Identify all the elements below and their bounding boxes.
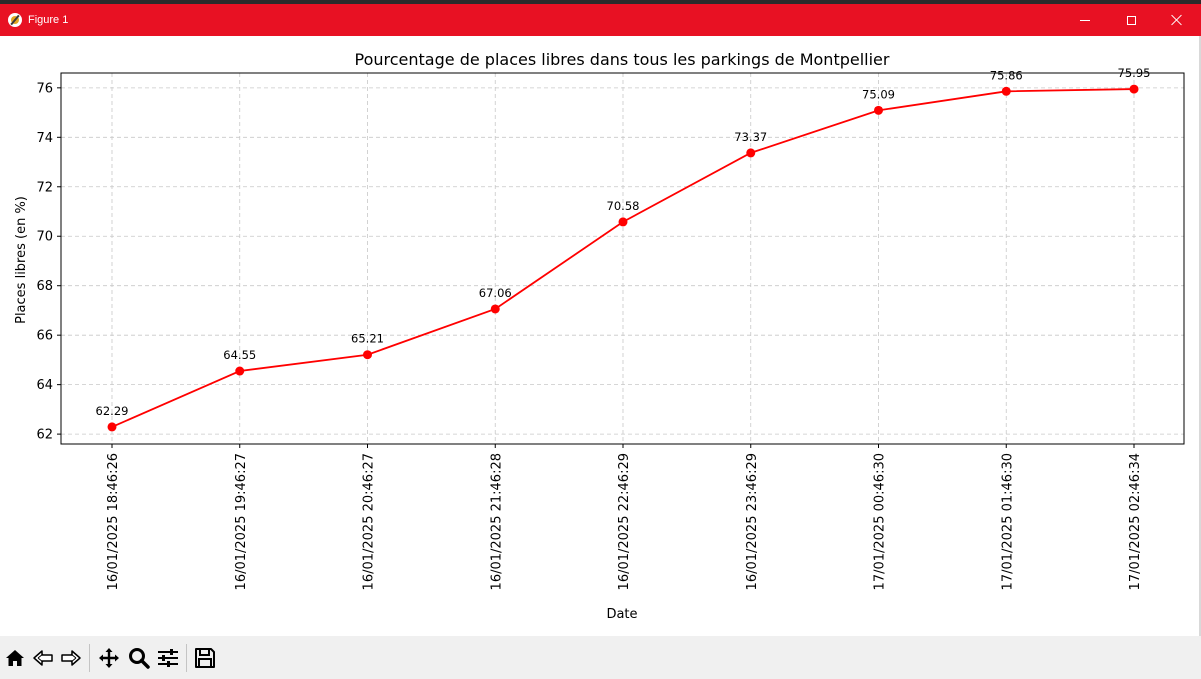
x-tick-label: 16/01/2025 21:46:28: [489, 453, 504, 590]
save-icon: [195, 648, 215, 668]
navigation-toolbar: [0, 636, 1201, 679]
save-button[interactable]: [193, 646, 217, 670]
y-tick-label: 76: [36, 81, 53, 96]
data-label: 73.37: [734, 130, 767, 144]
configure-subplots-button[interactable]: [156, 646, 180, 670]
x-tick-label: 16/01/2025 22:46:29: [617, 453, 632, 590]
chart-title: Pourcentage de places libres dans tous l…: [355, 50, 890, 69]
minimize-button[interactable]: [1062, 4, 1108, 36]
x-tick-label: 17/01/2025 01:46:30: [1000, 453, 1015, 590]
data-point: [107, 422, 117, 432]
data-point: [490, 304, 500, 314]
data-label: 64.55: [223, 348, 256, 362]
close-icon: [1171, 14, 1183, 26]
back-icon: [33, 650, 53, 666]
y-tick-label: 66: [36, 329, 53, 344]
data-label: 75.86: [990, 68, 1023, 82]
forward-icon: [61, 650, 81, 666]
back-button[interactable]: [31, 646, 55, 670]
y-tick-label: 70: [36, 230, 53, 245]
window-titlebar[interactable]: Figure 1: [0, 4, 1201, 36]
y-tick-label: 64: [36, 378, 53, 393]
data-point: [363, 350, 372, 360]
y-tick-label: 72: [36, 180, 53, 195]
data-label: 70.58: [607, 199, 640, 213]
x-tick-label: 16/01/2025 20:46:27: [362, 453, 377, 590]
data-point: [746, 148, 756, 158]
data-point: [235, 366, 245, 376]
maximize-button[interactable]: [1108, 4, 1154, 36]
x-tick-label: 17/01/2025 00:46:30: [873, 453, 888, 590]
data-label: 65.21: [351, 332, 384, 346]
data-point: [1129, 84, 1139, 94]
zoom-button[interactable]: [127, 646, 151, 670]
window-right-edge: [1199, 36, 1201, 636]
maximize-icon: [1126, 15, 1136, 25]
app-icon: [8, 13, 22, 27]
data-label: 67.06: [479, 286, 512, 300]
pan-button[interactable]: [97, 646, 121, 670]
x-tick-label: 17/01/2025 02:46:34: [1128, 453, 1143, 590]
home-button[interactable]: [3, 646, 27, 670]
y-tick-label: 62: [36, 428, 53, 443]
plot-frame: [60, 72, 1185, 445]
axes: 62 64 66 68 70 72 74 76 16/01/2025 18:46:26 16/01…: [36, 72, 1185, 590]
x-tick-label: 16/01/2025 19:46:27: [234, 453, 249, 590]
line-chart: Pourcentage de places libres dans tous l…: [14, 50, 1185, 622]
data-point: [874, 105, 883, 115]
home-icon: [6, 650, 24, 666]
y-axis-label: Places libres (en %): [14, 196, 29, 324]
configure-subplots-icon: [158, 649, 178, 667]
data-point: [618, 217, 628, 227]
data-label: 75.09: [862, 87, 895, 101]
toolbar-separator: [186, 644, 187, 672]
pan-icon: [99, 648, 119, 668]
x-tick-label: 16/01/2025 18:46:26: [106, 453, 121, 590]
y-tick-label: 74: [36, 131, 53, 146]
forward-button[interactable]: [59, 646, 83, 670]
window-title: Figure 1: [28, 14, 69, 26]
data-point: [1001, 86, 1011, 96]
data-label: 75.95: [1118, 66, 1151, 80]
zoom-icon: [129, 648, 150, 669]
x-axis-label: Date: [606, 607, 637, 622]
toolbar-separator: [89, 644, 90, 672]
top-edge-strip: [0, 0, 1201, 4]
minimize-icon: [1080, 19, 1090, 21]
close-button[interactable]: [1154, 4, 1200, 36]
data-label: 62.29: [96, 404, 129, 418]
x-tick-label: 16/01/2025 23:46:29: [745, 453, 760, 590]
y-tick-label: 68: [36, 279, 53, 294]
series: 62.29 64.55 65.21 67.06 70.58 73.37 75.09 75.86…: [96, 66, 1151, 432]
grid: [61, 73, 1184, 444]
